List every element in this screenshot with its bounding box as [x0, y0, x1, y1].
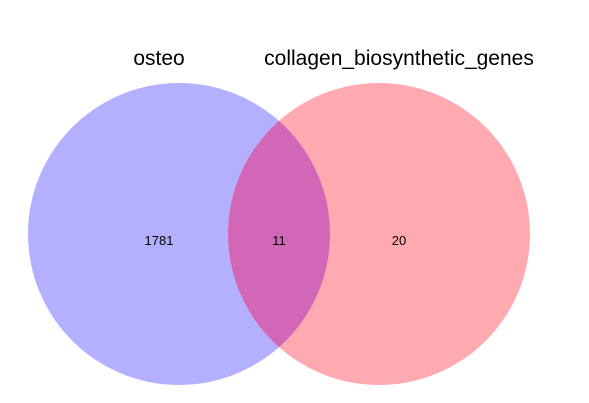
count-only-collagen: 20 [392, 233, 406, 248]
count-only-osteo: 1781 [145, 233, 174, 248]
set-label-osteo: osteo [133, 47, 184, 70]
venn-overlap-region [228, 83, 330, 385]
count-intersection: 11 [272, 233, 286, 248]
set-label-collagen: collagen_biosynthetic_genes [264, 47, 534, 70]
